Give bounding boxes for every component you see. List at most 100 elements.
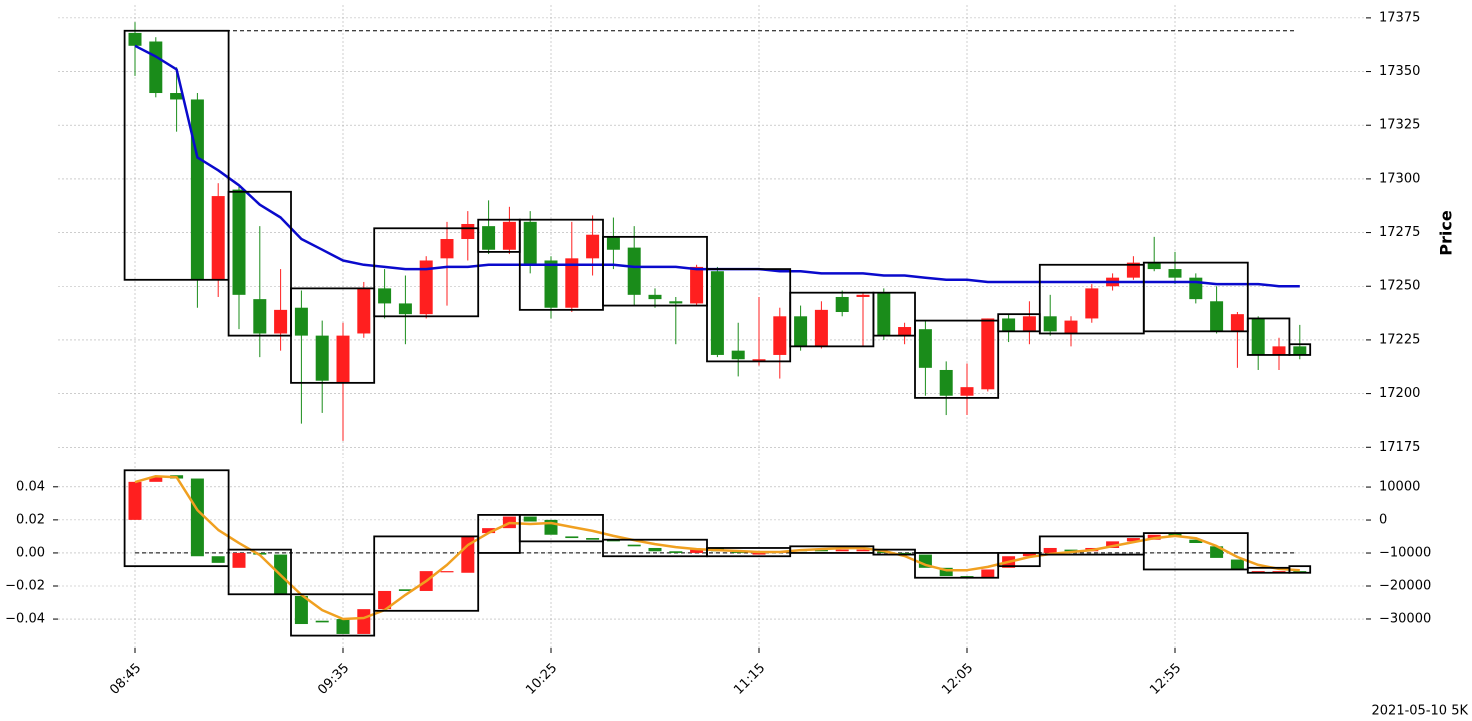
y-tick-label: 17375 bbox=[1379, 10, 1420, 25]
candle-body bbox=[211, 556, 225, 563]
candle-body bbox=[211, 196, 225, 280]
candle-body bbox=[253, 299, 267, 334]
y-tick-label: 17275 bbox=[1379, 225, 1420, 240]
candle-body bbox=[898, 327, 912, 336]
candle-body bbox=[232, 189, 246, 295]
range-box bbox=[1246, 317, 1291, 356]
range-box bbox=[290, 593, 376, 637]
line-series bbox=[134, 44, 1300, 288]
y-tick-label: −0.02 bbox=[5, 579, 45, 594]
y2-tick-label: 0 bbox=[1379, 513, 1387, 528]
line-series bbox=[134, 474, 1300, 621]
candle-body bbox=[1210, 546, 1224, 558]
candle-body bbox=[835, 549, 849, 552]
candle-body bbox=[1043, 547, 1057, 553]
candle-body bbox=[461, 223, 475, 240]
candle-body bbox=[856, 549, 870, 552]
candle-body bbox=[544, 260, 558, 308]
candle-body bbox=[586, 234, 600, 259]
candle-body bbox=[440, 571, 454, 573]
range-box bbox=[227, 190, 292, 337]
range-box bbox=[123, 29, 230, 281]
candle-body bbox=[190, 478, 204, 557]
candle-body bbox=[1293, 346, 1307, 355]
range-box bbox=[1142, 532, 1249, 571]
y-tick-label: 17300 bbox=[1379, 171, 1420, 186]
candle-body bbox=[814, 309, 828, 347]
candle-body bbox=[1043, 316, 1057, 332]
candle-body bbox=[606, 236, 620, 250]
candle-body bbox=[398, 589, 412, 591]
candle-body bbox=[315, 335, 329, 381]
candle-body bbox=[731, 350, 745, 360]
range-box bbox=[123, 469, 230, 568]
x-tick-label: 10:25 bbox=[523, 661, 560, 698]
x-tick-label: 11:15 bbox=[731, 661, 768, 698]
candle-body bbox=[336, 619, 350, 634]
candle-body bbox=[1126, 262, 1140, 278]
candle-body bbox=[586, 538, 600, 540]
candle-body bbox=[669, 301, 683, 304]
range-box bbox=[1142, 261, 1249, 333]
x-tick-label: 09:35 bbox=[315, 661, 352, 698]
candle-body bbox=[710, 271, 724, 355]
y-tick-label: 0.02 bbox=[16, 512, 45, 527]
candle-body bbox=[502, 221, 516, 250]
range-box bbox=[1288, 565, 1312, 574]
candle-body bbox=[856, 294, 870, 297]
x-tick-label: 08:45 bbox=[107, 661, 144, 698]
candle-body bbox=[814, 549, 828, 552]
candle-body bbox=[294, 307, 308, 336]
candle-body bbox=[336, 335, 350, 383]
candle-body bbox=[1168, 269, 1182, 278]
candle-body bbox=[1064, 320, 1078, 334]
candle-body bbox=[939, 567, 953, 577]
range-box bbox=[290, 287, 376, 384]
y2-tick-label: 10000 bbox=[1379, 480, 1420, 495]
range-box bbox=[373, 227, 480, 318]
candle-body bbox=[835, 296, 849, 313]
y-axis-label: Price bbox=[1437, 210, 1456, 256]
candle-body bbox=[378, 590, 392, 610]
candle-body bbox=[939, 369, 953, 396]
range-box bbox=[227, 548, 292, 596]
y2-tick-label: −30000 bbox=[1379, 611, 1431, 626]
candle-body bbox=[232, 552, 246, 568]
y-tick-label: 17325 bbox=[1379, 118, 1420, 133]
candle-body bbox=[482, 528, 496, 534]
candle-body bbox=[669, 551, 683, 553]
y-tick-label: 17250 bbox=[1379, 279, 1420, 294]
candle-body bbox=[128, 32, 142, 46]
candle-body bbox=[149, 476, 163, 482]
candle-body bbox=[565, 536, 579, 539]
range-box bbox=[373, 535, 480, 612]
candle-body bbox=[170, 93, 184, 100]
candle-body bbox=[648, 294, 662, 300]
candle-body bbox=[419, 260, 433, 315]
candle-body bbox=[960, 387, 974, 396]
y-tick-label: 17350 bbox=[1379, 64, 1420, 79]
candle-body bbox=[1189, 539, 1203, 544]
range-box bbox=[872, 291, 916, 337]
candle-body bbox=[294, 595, 308, 625]
candle-body bbox=[315, 620, 329, 623]
candle-body bbox=[1230, 559, 1244, 570]
range-box bbox=[914, 319, 1000, 399]
candle-body bbox=[1272, 346, 1286, 355]
candle-body bbox=[1002, 318, 1016, 332]
candle-body bbox=[1106, 541, 1120, 548]
candle-body bbox=[1251, 318, 1265, 355]
candle-body bbox=[981, 318, 995, 390]
candle-body bbox=[690, 549, 704, 553]
candle-body bbox=[357, 609, 371, 634]
candle-body bbox=[627, 544, 641, 547]
y-tick-label: 17175 bbox=[1379, 440, 1420, 455]
candle-body bbox=[1085, 288, 1099, 319]
candle-body bbox=[1022, 316, 1036, 332]
range-box bbox=[997, 552, 1041, 568]
y-tick-label: 0.00 bbox=[16, 545, 45, 560]
candle-body bbox=[482, 226, 496, 250]
candle-body bbox=[440, 239, 454, 259]
candle-body bbox=[1022, 552, 1036, 557]
y-tick-label: −0.04 bbox=[5, 612, 45, 627]
